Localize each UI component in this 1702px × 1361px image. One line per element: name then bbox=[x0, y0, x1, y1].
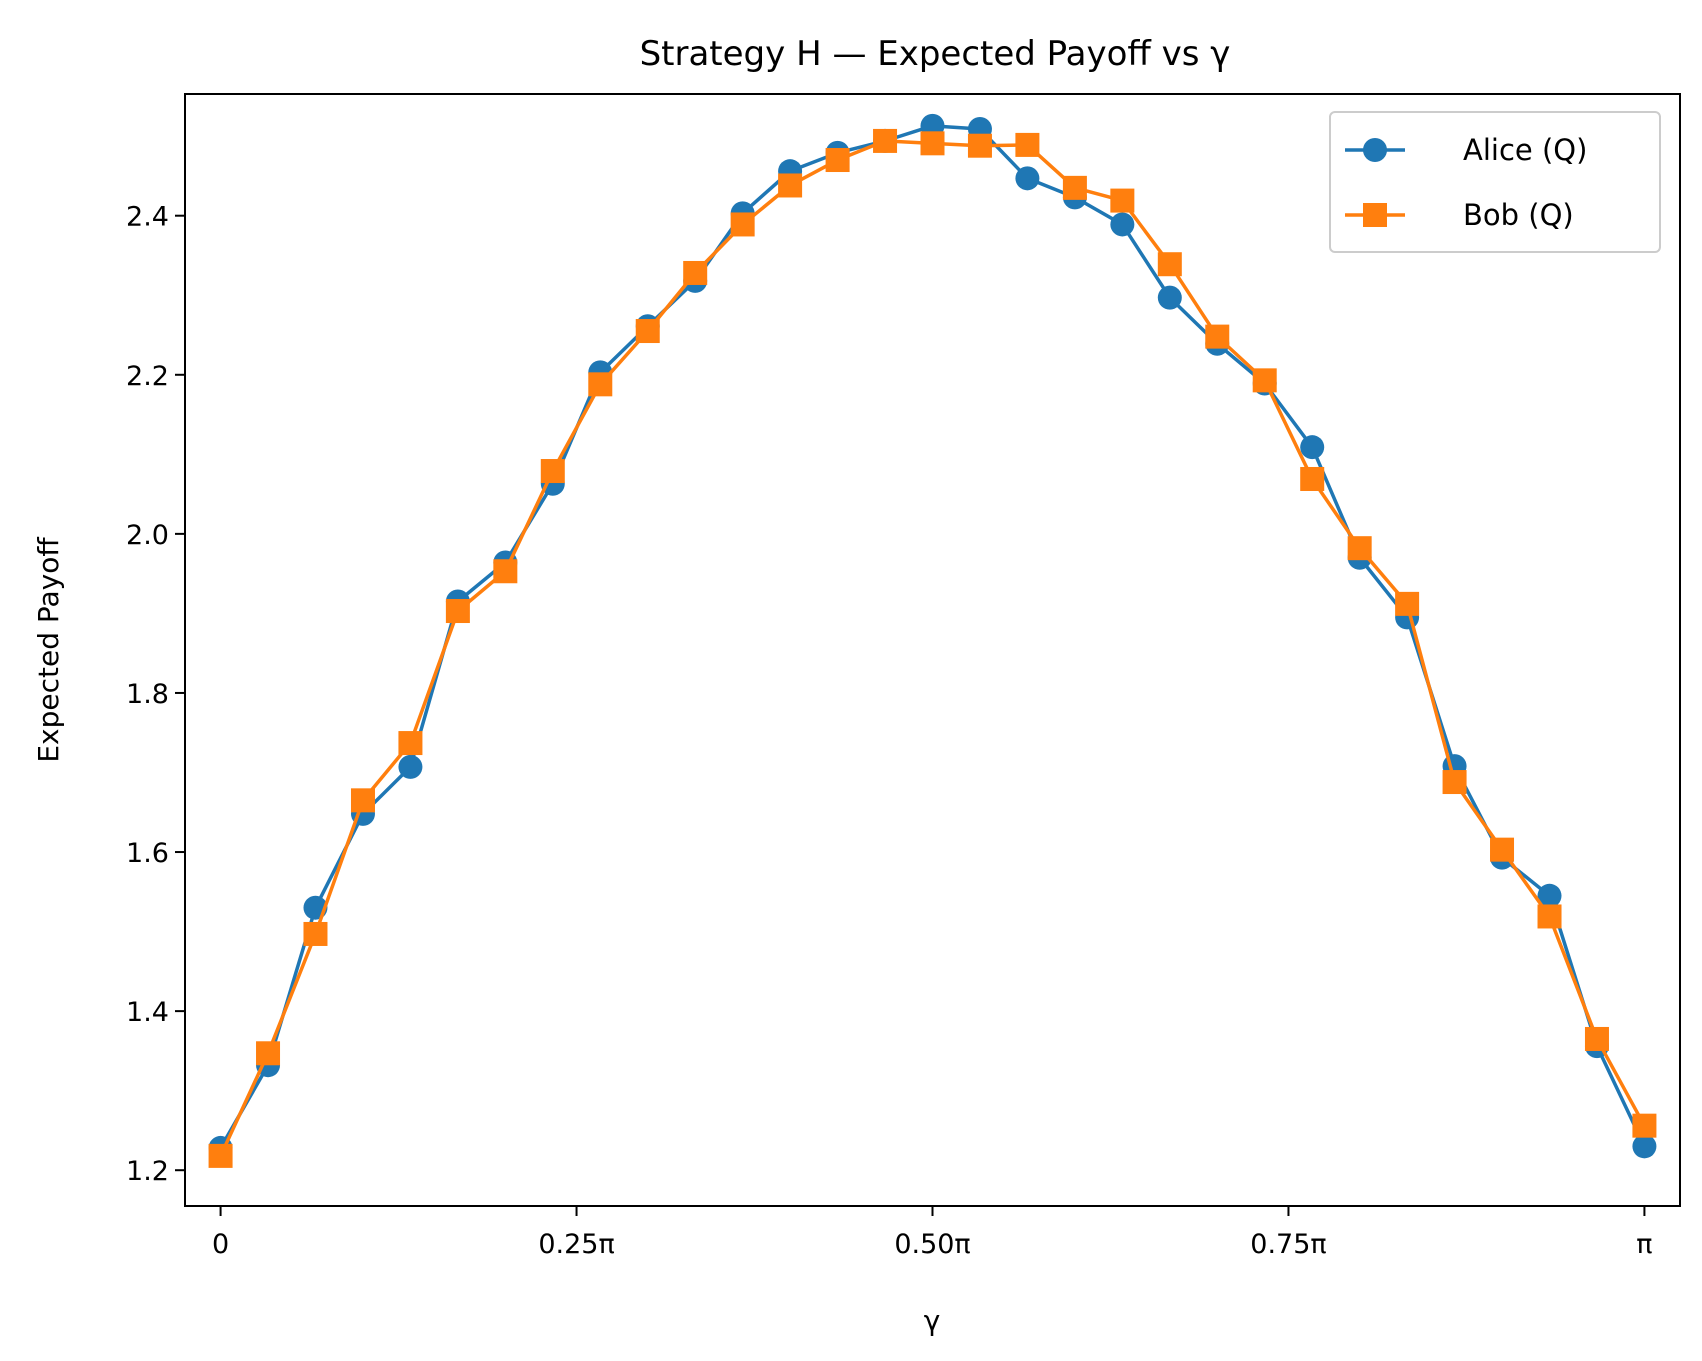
data-point-1 bbox=[1110, 212, 1135, 237]
data-point-2 bbox=[1157, 252, 1182, 277]
data-point-2 bbox=[445, 599, 470, 624]
data-point-1 bbox=[1157, 285, 1182, 310]
data-point-2 bbox=[1584, 1026, 1609, 1051]
y-tick-label: 2.2 bbox=[126, 361, 169, 392]
data-point-1 bbox=[398, 754, 423, 779]
axes-frame bbox=[184, 93, 1681, 1207]
data-point-2 bbox=[1347, 536, 1372, 561]
data-point-1 bbox=[1537, 883, 1562, 908]
data-point-2 bbox=[1442, 770, 1467, 795]
y-axis-label: Expected Payoff bbox=[32, 537, 65, 763]
data-point-2 bbox=[256, 1041, 281, 1066]
data-point-2 bbox=[1252, 368, 1277, 393]
data-point-2 bbox=[303, 921, 328, 946]
legend: Alice (Q) Bob (Q) bbox=[1329, 111, 1661, 253]
plot-area bbox=[208, 113, 1657, 1168]
data-point-2 bbox=[635, 319, 660, 344]
data-point-2 bbox=[1110, 188, 1135, 213]
legend-label-2: Bob (Q) bbox=[1463, 198, 1574, 232]
data-point-2 bbox=[208, 1143, 233, 1168]
y-tick-label: 2.4 bbox=[126, 202, 169, 233]
y-tick-label: 1.6 bbox=[126, 838, 169, 869]
data-point-1 bbox=[1300, 435, 1325, 460]
x-tick-label: 0.75π bbox=[1250, 1229, 1326, 1260]
data-point-1 bbox=[1632, 1134, 1657, 1159]
data-point-2 bbox=[493, 559, 518, 584]
y-axis: 1.2 1.4 1.6 1.8 2.0 2.2 2.4 bbox=[126, 202, 185, 1187]
y-tick-label: 1.4 bbox=[126, 997, 169, 1028]
data-point-2 bbox=[778, 173, 803, 198]
data-point-2 bbox=[398, 731, 423, 756]
data-point-2 bbox=[1395, 591, 1420, 616]
chart-title: Strategy H — Expected Payoff vs γ bbox=[640, 34, 1231, 74]
data-point-2 bbox=[825, 148, 850, 173]
data-point-1 bbox=[1015, 166, 1040, 191]
x-tick-label: 0.25π bbox=[538, 1229, 614, 1260]
series-line-1 bbox=[219, 124, 1647, 1149]
data-point-2 bbox=[873, 128, 898, 153]
y-tick-label: 1.8 bbox=[126, 679, 169, 710]
legend-marker-1 bbox=[1363, 138, 1387, 162]
data-point-2 bbox=[1015, 132, 1040, 157]
legend-box bbox=[1329, 111, 1661, 253]
data-point-2 bbox=[1490, 837, 1515, 862]
legend-marker-2 bbox=[1363, 203, 1387, 227]
x-tick-label: π bbox=[1636, 1229, 1652, 1260]
x-tick-label: 0 bbox=[212, 1229, 229, 1260]
data-point-2 bbox=[920, 131, 945, 156]
data-point-2 bbox=[1300, 466, 1325, 491]
legend-label-1: Alice (Q) bbox=[1463, 133, 1587, 167]
data-point-2 bbox=[1205, 324, 1230, 349]
x-tick-label: 0.50π bbox=[894, 1229, 970, 1260]
data-point-2 bbox=[588, 372, 613, 397]
data-point-2 bbox=[730, 212, 755, 237]
x-axis-label: γ bbox=[924, 1304, 941, 1337]
series-line-2 bbox=[218, 139, 1646, 1157]
data-point-2 bbox=[967, 133, 992, 158]
data-point-2 bbox=[1537, 904, 1562, 929]
data-point-2 bbox=[350, 788, 375, 813]
data-point-2 bbox=[683, 260, 708, 285]
data-point-2 bbox=[1062, 175, 1087, 200]
y-tick-label: 2.0 bbox=[126, 520, 169, 551]
data-point-2 bbox=[540, 459, 565, 484]
y-tick-label: 1.2 bbox=[126, 1156, 169, 1187]
x-axis: 0 0.25π 0.50π 0.75π π bbox=[212, 1206, 1653, 1260]
data-point-2 bbox=[1632, 1113, 1657, 1138]
